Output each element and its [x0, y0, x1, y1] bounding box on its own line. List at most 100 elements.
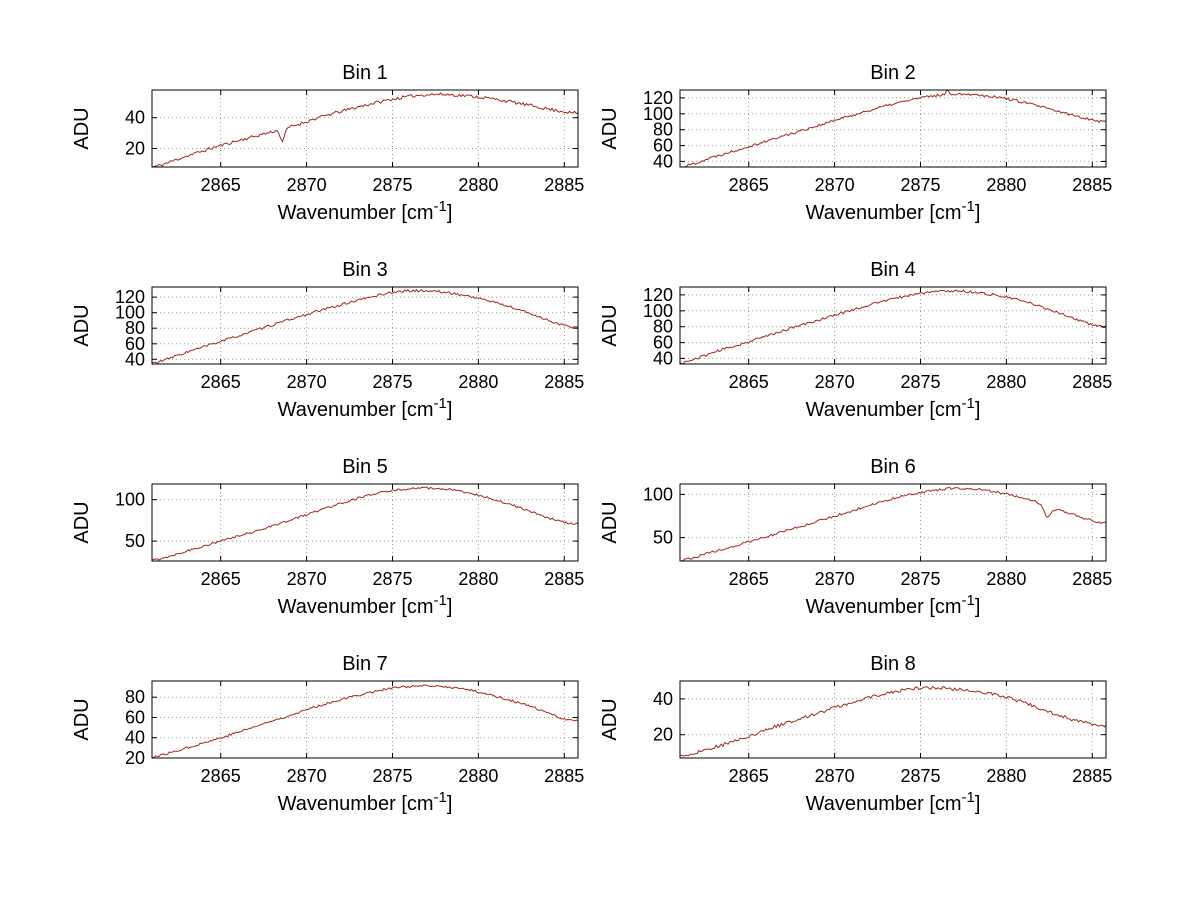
- y-tick-label: 100: [115, 303, 145, 323]
- y-tick-label: 120: [643, 88, 673, 108]
- x-tick-label: 2885: [1072, 372, 1112, 392]
- y-axis-label: ADU: [599, 304, 621, 346]
- grid-lines: [680, 484, 1106, 561]
- x-tick-label: 2880: [458, 766, 498, 786]
- x-tick-label: 2885: [1072, 175, 1112, 195]
- x-tick-label: 2875: [372, 569, 412, 589]
- y-tick-label: 120: [643, 285, 673, 305]
- plot-svg: 20 40 2865 2870 2875 2880 2885 Bin 8 ADU Wavenumb…: [599, 653, 1112, 815]
- x-axis-label: Wavenumber [cm-1]: [278, 395, 453, 421]
- x-tick-label: 2880: [986, 175, 1026, 195]
- subplot-bin-5: 50 100 2865 2870 2875 2880 2885 Bin 5 ADU Wavenum…: [47, 444, 607, 644]
- x-tick-label: 2880: [986, 766, 1026, 786]
- subplot-bin-7: 20 40 60 80 2865 2870 2875 2880 2885 Bin 7 ADU Wave…: [47, 641, 607, 841]
- axis-ticks: [152, 681, 578, 759]
- y-tick-label: 120: [115, 287, 145, 307]
- grid-lines: [680, 681, 1106, 758]
- x-tick-label: 2885: [544, 175, 584, 195]
- spectrum-line: [151, 92, 579, 168]
- subplot-title: Bin 4: [870, 259, 916, 281]
- subplot-bin-3: 40 60 80 100 120 2865 2870 2875 2880 2885 Bin 3 ADU…: [47, 247, 607, 447]
- x-tick-label: 2880: [458, 175, 498, 195]
- axis-ticks: [152, 90, 578, 167]
- x-tick-label: 2875: [900, 175, 940, 195]
- y-tick-label: 40: [653, 689, 673, 709]
- x-tick-label: 2870: [287, 372, 327, 392]
- grid-lines: [680, 287, 1106, 364]
- x-tick-label: 2865: [201, 175, 241, 195]
- axis-ticks: [680, 90, 1106, 167]
- x-tick-label: 2870: [815, 372, 855, 392]
- axes-frame: [679, 680, 1107, 759]
- axis-ticks: [152, 484, 578, 561]
- x-tick-label: 2865: [729, 569, 769, 589]
- y-tick-label: 100: [115, 490, 145, 510]
- x-tick-label: 2870: [815, 766, 855, 786]
- grid-lines: [152, 484, 578, 561]
- subplot-bin-6: 50 100 2865 2870 2875 2880 2885 Bin 6 ADU Wavenum…: [575, 444, 1135, 644]
- spectrum-line: [679, 289, 1107, 365]
- x-tick-label: 2875: [372, 175, 412, 195]
- x-tick-label: 2875: [900, 569, 940, 589]
- subplot-title: Bin 1: [342, 62, 388, 84]
- x-axis-label: Wavenumber [cm-1]: [278, 198, 453, 224]
- grid-lines: [152, 681, 578, 759]
- x-tick-label: 2875: [372, 372, 412, 392]
- axis-ticks: [680, 287, 1106, 364]
- x-tick-label: 2875: [900, 766, 940, 786]
- x-tick-label: 2885: [544, 569, 584, 589]
- x-tick-label: 2865: [729, 175, 769, 195]
- subplot-bin-4: 40 60 80 100 120 2865 2870 2875 2880 2885 Bin 4 ADU…: [575, 247, 1135, 447]
- x-tick-label: 2870: [815, 175, 855, 195]
- x-tick-label: 2865: [201, 766, 241, 786]
- x-axis-label: Wavenumber [cm-1]: [278, 789, 453, 815]
- x-tick-label: 2885: [544, 372, 584, 392]
- axis-ticks: [152, 287, 578, 364]
- x-axis-label: Wavenumber [cm-1]: [806, 395, 981, 421]
- subplot-bin-8: 20 40 2865 2870 2875 2880 2885 Bin 8 ADU Wavenumb…: [575, 641, 1135, 841]
- x-tick-label: 2885: [544, 766, 584, 786]
- x-tick-label: 2880: [458, 569, 498, 589]
- x-axis-label: Wavenumber [cm-1]: [278, 592, 453, 618]
- axes-frame: [151, 286, 579, 365]
- x-tick-label: 2880: [458, 372, 498, 392]
- y-tick-label: 100: [643, 484, 673, 504]
- y-axis-label: ADU: [71, 501, 93, 543]
- spectrum-line: [151, 288, 579, 365]
- y-tick-label: 40: [125, 728, 145, 748]
- x-tick-label: 2870: [815, 569, 855, 589]
- x-axis-label: Wavenumber [cm-1]: [806, 198, 981, 224]
- x-tick-label: 2880: [986, 372, 1026, 392]
- axes-frame: [679, 89, 1107, 168]
- y-axis-label: ADU: [599, 501, 621, 543]
- axes-frame: [679, 483, 1107, 562]
- x-tick-label: 2870: [287, 569, 327, 589]
- y-tick-label: 40: [653, 151, 673, 171]
- y-tick-label: 100: [643, 301, 673, 321]
- x-tick-label: 2875: [372, 766, 412, 786]
- subplot-title: Bin 3: [342, 259, 388, 281]
- spectrum-line: [679, 685, 1107, 757]
- x-axis-label: Wavenumber [cm-1]: [806, 592, 981, 618]
- axes-frame: [151, 680, 579, 759]
- y-tick-label: 40: [125, 108, 145, 128]
- x-tick-label: 2865: [201, 372, 241, 392]
- subplot-bin-2: 40 60 80 100 120 2865 2870 2875 2880 2885 Bin 2 ADU…: [575, 50, 1135, 250]
- x-tick-label: 2885: [1072, 569, 1112, 589]
- y-tick-label: 20: [125, 139, 145, 159]
- y-tick-label: 60: [125, 708, 145, 728]
- subplot-title: Bin 7: [342, 653, 388, 675]
- subplot-title: Bin 2: [870, 62, 916, 84]
- axis-ticks: [680, 484, 1106, 561]
- y-axis-label: ADU: [71, 698, 93, 740]
- y-axis-label: ADU: [599, 698, 621, 740]
- spectrum-line: [679, 89, 1107, 168]
- y-tick-label: 80: [125, 687, 145, 707]
- y-tick-label: 40: [125, 349, 145, 369]
- x-tick-label: 2865: [729, 766, 769, 786]
- y-tick-label: 20: [653, 725, 673, 745]
